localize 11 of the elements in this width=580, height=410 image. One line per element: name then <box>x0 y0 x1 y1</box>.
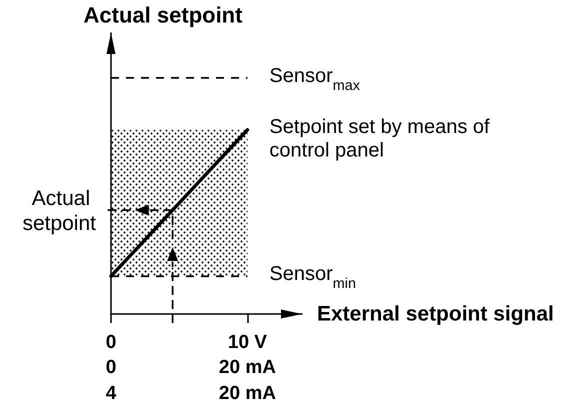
text: 20 mA <box>218 383 276 404</box>
x2-tick-label: 0 <box>106 357 116 378</box>
text: 4 <box>106 383 117 404</box>
y-axis-title: Actual setpoint <box>84 2 244 28</box>
series-label: Sensor$_{min}$ <box>269 263 356 292</box>
series-label: Sensor$_{max}$ <box>269 64 361 94</box>
annotation: Setpoint set by means of control panel <box>269 116 490 162</box>
x-tick-label: 10 V <box>228 332 268 353</box>
annotation: Actual setpoint <box>22 186 96 235</box>
x2-tick-label: 20 mA <box>218 357 276 378</box>
x-axis-title: External setpoint signal <box>317 302 554 326</box>
